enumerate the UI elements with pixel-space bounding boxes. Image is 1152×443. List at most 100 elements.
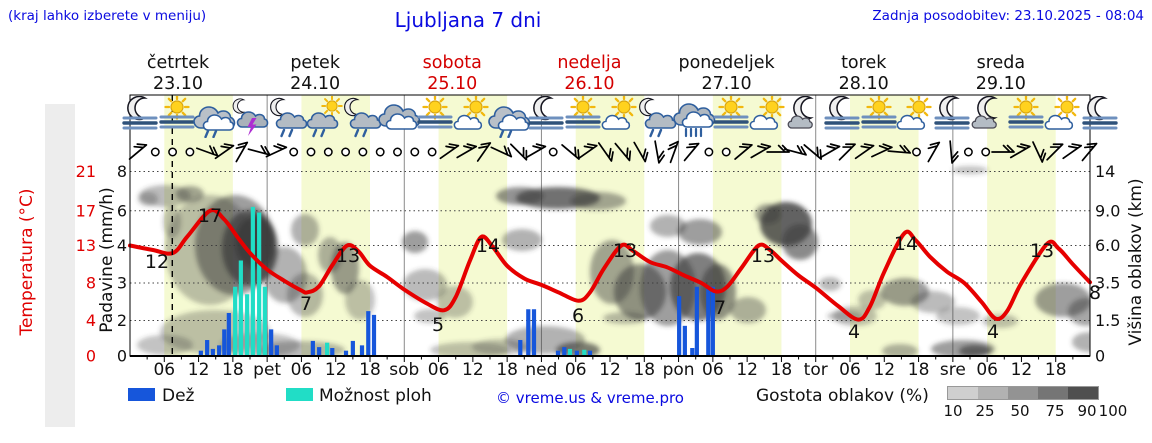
time-label: ned bbox=[525, 360, 557, 380]
time-label: 06 bbox=[702, 360, 724, 380]
temperature-tick: 4 bbox=[86, 311, 96, 330]
wind-barb-icon bbox=[1076, 138, 1098, 162]
time-label: 12 bbox=[325, 360, 347, 380]
cloud-density-blob bbox=[650, 215, 686, 237]
temperature-value-label: 7 bbox=[300, 293, 312, 315]
rain-bar bbox=[274, 345, 279, 356]
day-date: 25.10 bbox=[427, 74, 477, 94]
cloud-density-blob bbox=[819, 277, 841, 291]
cloud-density-blob bbox=[402, 231, 428, 253]
time-label: 12 bbox=[873, 360, 895, 380]
time-label: 06 bbox=[153, 360, 175, 380]
cloud-height-tick: 14 bbox=[1095, 162, 1115, 181]
cloud-density-blob bbox=[345, 280, 375, 320]
temperature-value-label: 13 bbox=[1030, 240, 1054, 262]
rain-bar bbox=[690, 348, 695, 356]
wind-calm-icon bbox=[289, 147, 299, 157]
cloud-density-blob bbox=[982, 314, 1018, 328]
cloud-height-tick: 9.0 bbox=[1095, 201, 1120, 220]
time-label: 12 bbox=[736, 360, 758, 380]
rain-bar bbox=[269, 329, 274, 356]
temperature-tick: 8 bbox=[86, 274, 96, 293]
cloud-density-scale-label: 50 bbox=[1010, 402, 1030, 420]
time-label: sre bbox=[940, 360, 966, 380]
rain-bar bbox=[371, 314, 377, 356]
temperature-value-label: 13 bbox=[336, 245, 360, 267]
day-date: 26.10 bbox=[564, 74, 614, 94]
time-label: 12 bbox=[1011, 360, 1033, 380]
day-name: sreda bbox=[977, 53, 1026, 73]
cloud-density-scale-segment bbox=[978, 387, 1008, 399]
time-label: pon bbox=[663, 360, 695, 380]
wind-barb-icon bbox=[949, 139, 960, 164]
temperature-value-label: 14 bbox=[476, 235, 500, 257]
rain-bar bbox=[359, 345, 365, 356]
wind-barb-icon bbox=[247, 142, 273, 156]
time-label: 12 bbox=[188, 360, 210, 380]
copyright-link[interactable]: © vreme.us & vreme.pro bbox=[496, 389, 684, 407]
rain-bar bbox=[562, 347, 567, 356]
cloud-density-scale bbox=[947, 386, 1099, 400]
time-label: 06 bbox=[428, 360, 450, 380]
precip-tick: 6 bbox=[117, 201, 127, 220]
wind-calm-icon bbox=[912, 147, 921, 157]
cloud-density-blob bbox=[936, 307, 980, 325]
cloud-density-blob bbox=[318, 237, 342, 273]
shower-bar bbox=[238, 260, 243, 356]
wind-calm-icon bbox=[393, 147, 402, 157]
temperature-tick: 13 bbox=[76, 236, 96, 255]
rain-bar bbox=[677, 296, 682, 356]
temperature-tick: 0 bbox=[86, 347, 96, 366]
cloud-density-blob bbox=[291, 214, 319, 246]
weather-icon-moon-cloud-rain bbox=[640, 98, 676, 136]
shower-bar bbox=[257, 212, 262, 356]
wind-calm-icon bbox=[721, 147, 731, 157]
precip-tick: 3 bbox=[117, 274, 127, 293]
day-name: torek bbox=[841, 53, 887, 73]
cloud-density-blob bbox=[959, 345, 991, 356]
wind-calm-icon bbox=[704, 147, 714, 157]
time-label: 12 bbox=[599, 360, 621, 380]
wind-calm-icon bbox=[306, 147, 316, 157]
shower-legend-swatch bbox=[286, 388, 313, 401]
wind-barb-icon bbox=[229, 138, 249, 163]
rain-bar bbox=[587, 350, 593, 356]
temperature-value-label: 13 bbox=[613, 240, 637, 262]
wind-calm-icon bbox=[341, 147, 351, 157]
time-label: 18 bbox=[771, 360, 793, 380]
wind-barb-icon bbox=[678, 138, 700, 162]
cloud-density-blob bbox=[138, 192, 158, 206]
temperature-curve bbox=[128, 208, 1092, 322]
cloud-density-blob bbox=[952, 166, 988, 174]
shower-bar bbox=[325, 342, 330, 356]
page-title: Ljubljana 7 dni bbox=[394, 8, 542, 32]
wind-barb-icon bbox=[663, 138, 679, 164]
cloud-density-scale-label: 10 bbox=[943, 402, 963, 420]
cloud-density-blob bbox=[755, 204, 781, 224]
cloud-density-blob bbox=[287, 273, 323, 317]
cloud-density-blob bbox=[911, 291, 955, 313]
temperature-value-label: 17 bbox=[198, 205, 222, 227]
cloud-density-blob bbox=[414, 309, 446, 323]
time-label: 18 bbox=[1045, 360, 1067, 380]
rain-bar bbox=[310, 340, 315, 356]
rain-bar bbox=[205, 340, 210, 356]
cloud-density-blob bbox=[235, 216, 275, 268]
temperature-value-label: 12 bbox=[145, 251, 169, 273]
cloud-density-scale-segment bbox=[948, 387, 978, 399]
cloud-density-scale-label: 100 bbox=[1098, 402, 1128, 420]
shower-legend-label: Možnost ploh bbox=[319, 386, 432, 406]
time-label: 18 bbox=[222, 360, 244, 380]
rain-bar bbox=[366, 311, 371, 356]
temperature-value-label: 8 bbox=[1089, 282, 1101, 304]
cloud-height-tick: 0 bbox=[1095, 347, 1105, 366]
weather-icon-moon-fog bbox=[936, 97, 968, 129]
wind-calm-icon bbox=[185, 147, 195, 157]
day-name: četrtek bbox=[147, 53, 210, 73]
rain-bar bbox=[210, 348, 215, 356]
cloud-density-blob bbox=[1068, 298, 1090, 326]
weather-icon-moon-cloud bbox=[788, 97, 812, 129]
rain-legend-label: Dež bbox=[162, 386, 195, 406]
